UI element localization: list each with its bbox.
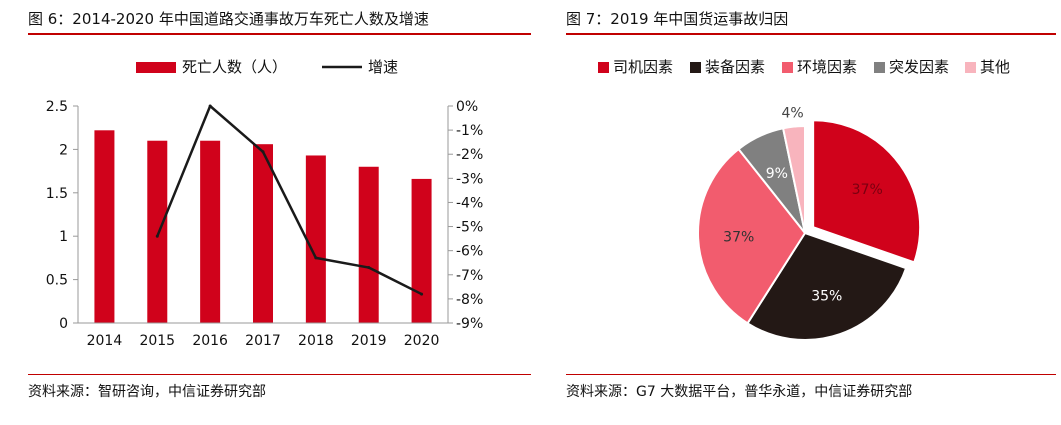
legend-swatch-1 [690, 62, 701, 73]
chart-panel-freight: 图 7：2019 年中国货运事故归因 司机因素 装备因素 环境因素 突发因素 其他 37%… [560, 0, 1061, 425]
bar-line-chart: 死亡人数（人） 增速 0 0.5 1 1.5 2 2.5 0% -1% -2% -3% -4% -5% -6… [46, 58, 484, 349]
y2-tick-label: -4% [456, 195, 483, 211]
bar-2017 [253, 144, 273, 323]
y-tick-label: 2.5 [46, 99, 68, 115]
pie-label-4: 4% [781, 106, 803, 122]
y2-tick-label: -6% [456, 244, 483, 260]
y-tick-label: 2 [59, 142, 68, 158]
y2-tick-label: -2% [456, 147, 483, 163]
pie-label-3: 9% [766, 166, 788, 182]
legend-label-1: 装备因素 [705, 58, 765, 76]
pie-chart: 司机因素 装备因素 环境因素 突发因素 其他 37% 35% 37% 9% 4% [598, 58, 1010, 341]
pie-slice-1 [746, 231, 908, 341]
source-rule [28, 374, 531, 375]
pie-slice-2 [697, 147, 807, 325]
y2-tick-label: 0% [456, 99, 478, 115]
legend-swatch-0 [598, 62, 609, 73]
y2-tick-label: -3% [456, 171, 483, 187]
y-tick-label: 0.5 [46, 273, 68, 289]
bar-2020 [411, 178, 432, 323]
x-tick-label: 2020 [404, 333, 440, 349]
y2-tick-label: -5% [456, 220, 483, 236]
growth-point-2016 [208, 104, 212, 108]
y2-tick-label: -8% [456, 292, 483, 308]
growth-point-2015 [155, 234, 159, 238]
growth-point-2020 [420, 292, 424, 296]
title-rule [28, 33, 531, 35]
legend-label-4: 其他 [980, 58, 1010, 76]
growth-point-2018 [314, 256, 318, 260]
legend-label-2: 环境因素 [797, 58, 857, 76]
y-tick-label: 1 [59, 229, 68, 245]
chart-source: 资料来源：G7 大数据平台，普华永道，中信证券研究部 [566, 384, 913, 400]
legend-swatch-deaths [136, 62, 176, 73]
bar-2018 [305, 155, 326, 323]
y-tick-label: 1.5 [46, 186, 68, 202]
bar-2019 [358, 166, 379, 323]
growth-point-2019 [367, 266, 371, 270]
growth-point-2017 [261, 150, 265, 154]
chart-source: 资料来源：智研咨询，中信证券研究部 [28, 384, 266, 400]
chart-legend: 司机因素 装备因素 环境因素 突发因素 其他 [598, 58, 1010, 76]
y-tick-label: 0 [59, 316, 68, 332]
legend-swatch-2 [782, 62, 793, 73]
legend-label-3: 突发因素 [889, 58, 949, 76]
chart-legend: 死亡人数（人） 增速 [136, 58, 398, 76]
legend-swatch-3 [874, 62, 885, 73]
chart-title: 图 7：2019 年中国货运事故归因 [566, 10, 789, 28]
x-tick-label: 2018 [298, 333, 334, 349]
y2-tick-label: -1% [456, 123, 483, 139]
x-tick-label: 2017 [245, 333, 281, 349]
bar-2014 [94, 130, 115, 323]
x-tick-label: 2014 [87, 333, 123, 349]
pie-slice-4 [781, 124, 806, 234]
pie-slice-0 [812, 119, 922, 264]
pie-label-0: 37% [852, 182, 883, 198]
x-tick-label: 2015 [139, 333, 175, 349]
source-rule [566, 374, 1056, 375]
y2-tick-label: -9% [456, 316, 483, 332]
chart-title: 图 6：2014-2020 年中国道路交通事故万车死亡人数及增速 [28, 10, 429, 28]
legend-swatch-4 [965, 62, 976, 73]
bar-2015 [147, 140, 168, 323]
pie-label-1: 35% [811, 289, 842, 305]
pie-label-2: 37% [723, 229, 754, 245]
legend-label-deaths: 死亡人数（人） [182, 58, 287, 76]
legend-label-0: 司机因素 [613, 58, 673, 76]
title-rule [566, 33, 1056, 35]
bar-2016 [200, 140, 221, 323]
chart-panel-deaths: 图 6：2014-2020 年中国道路交通事故万车死亡人数及增速 死亡人数（人）… [28, 10, 531, 400]
x-tick-label: 2019 [351, 333, 387, 349]
x-tick-label: 2016 [192, 333, 228, 349]
growth-line [156, 104, 423, 296]
y2-tick-label: -7% [456, 268, 483, 284]
legend-label-growth: 增速 [368, 58, 398, 76]
